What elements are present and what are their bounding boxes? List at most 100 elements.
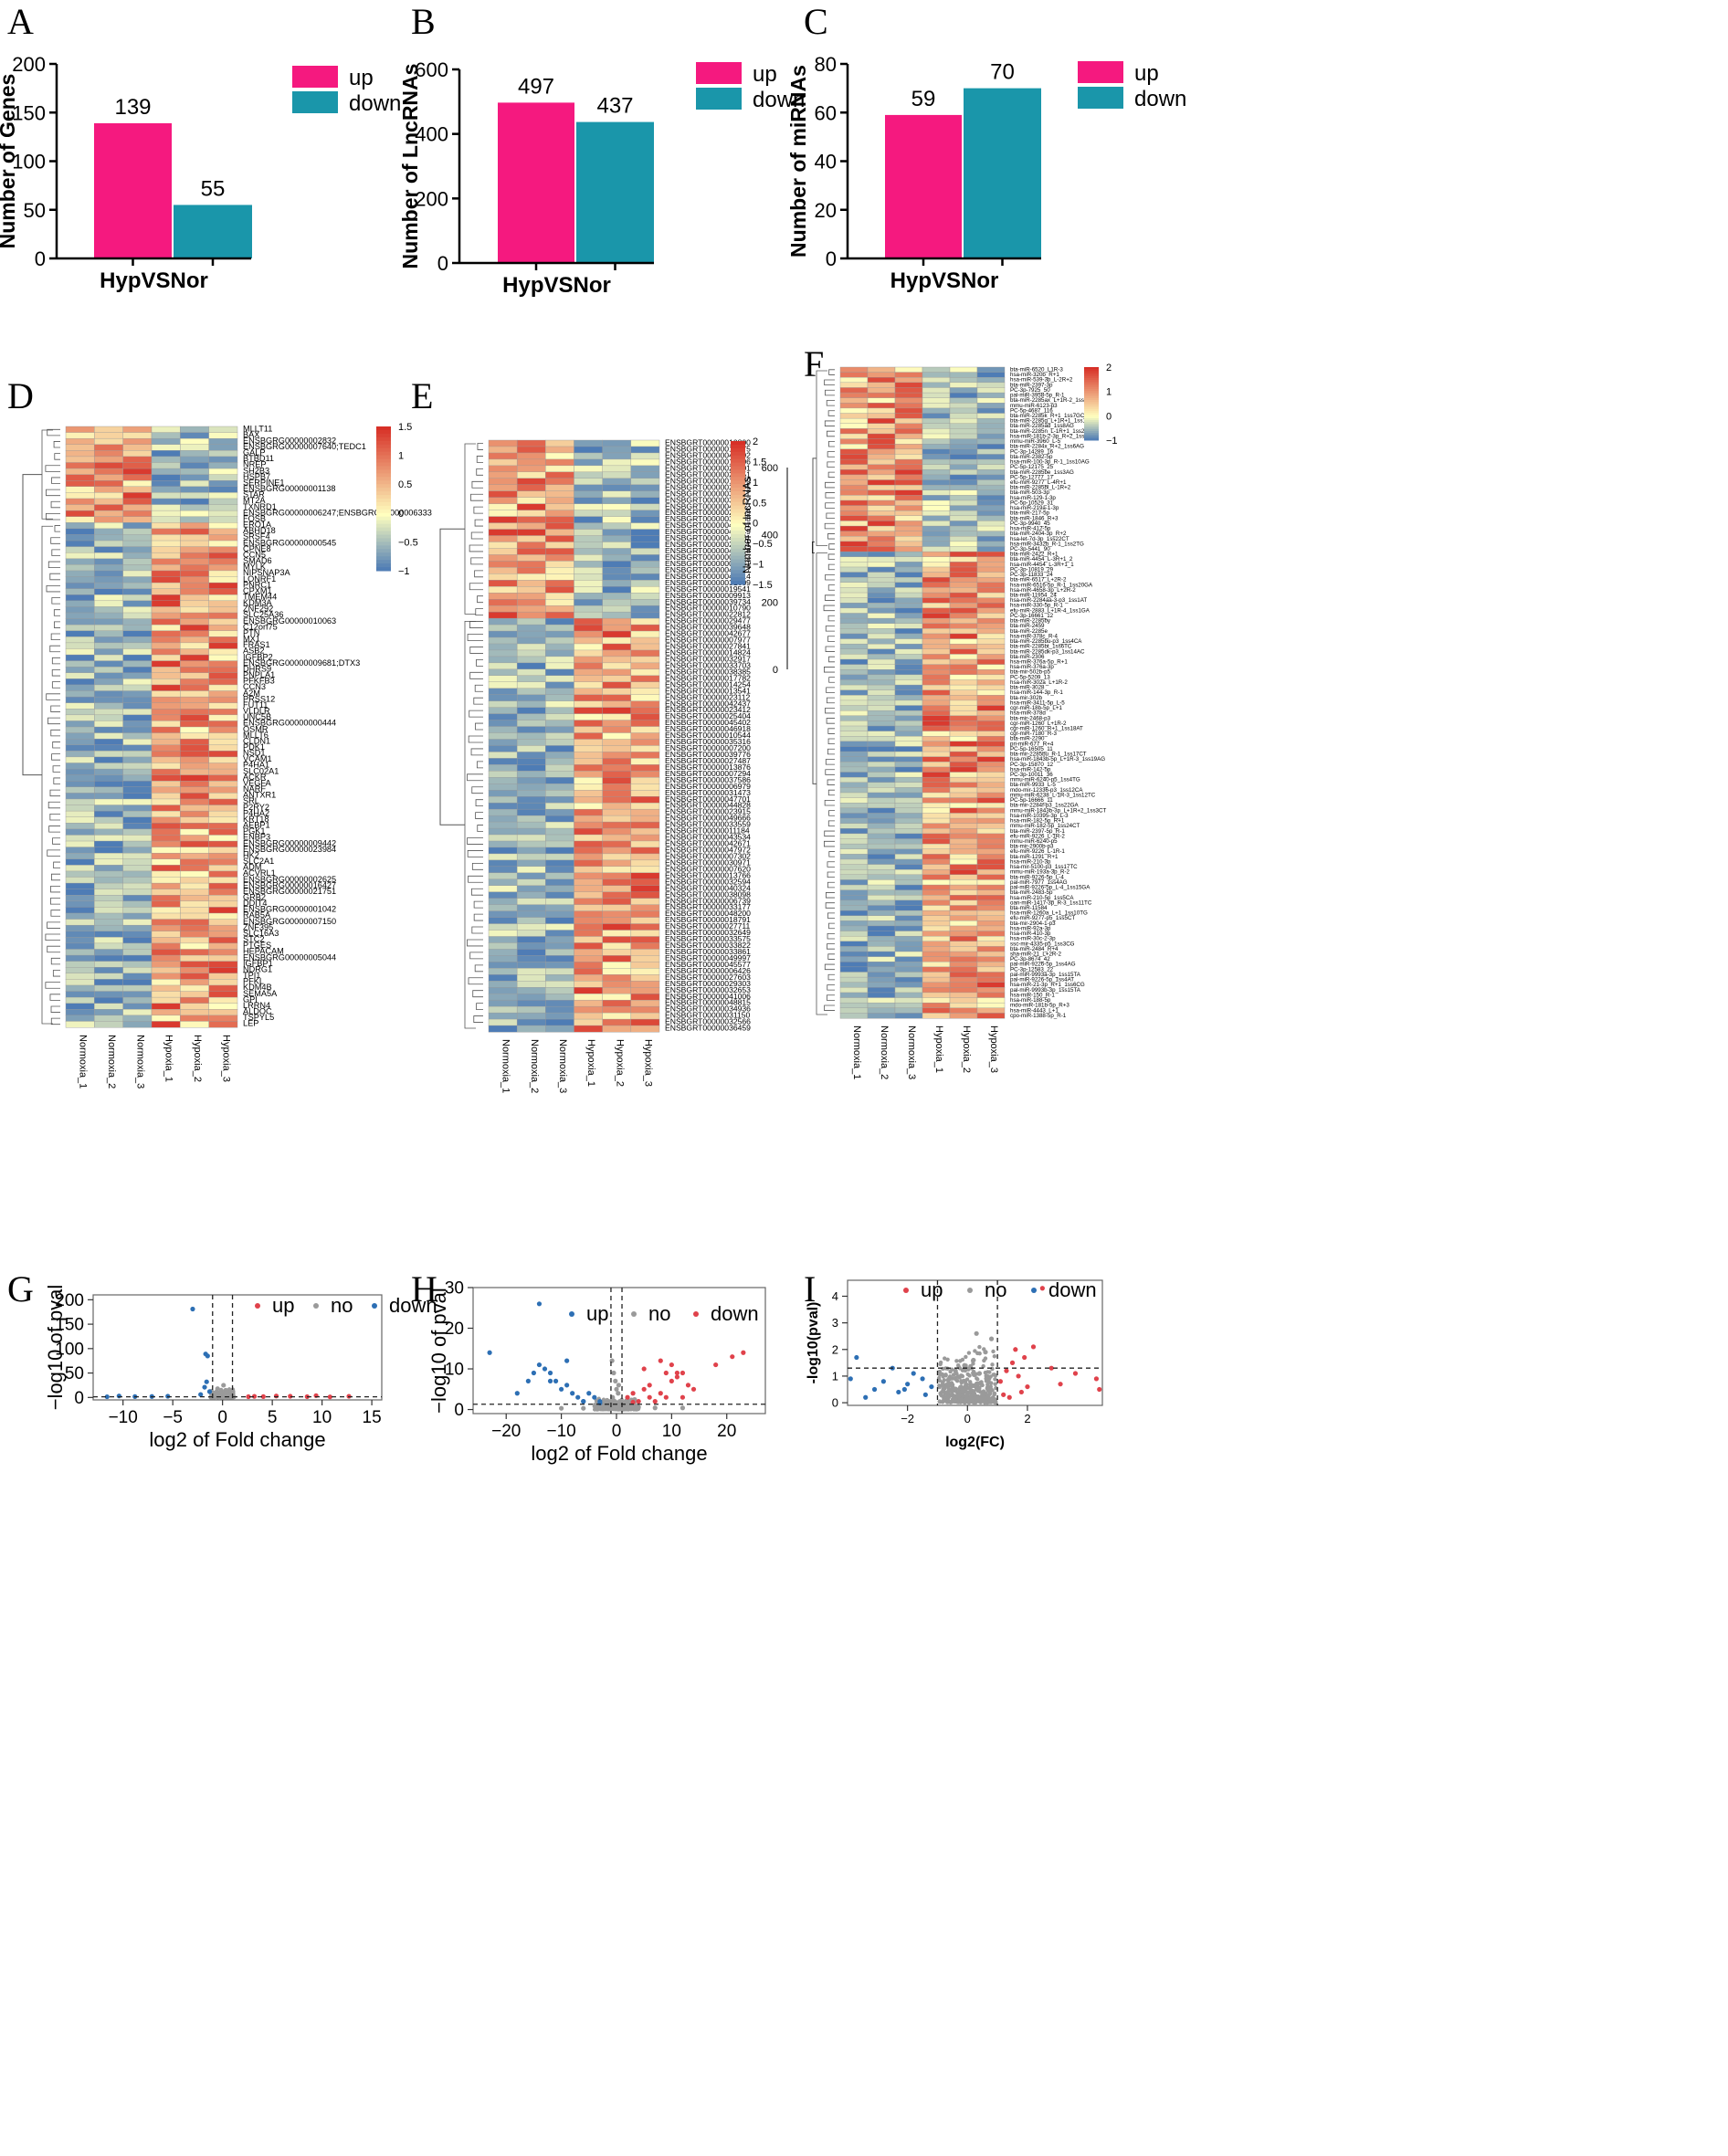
bar-value-label: 437 [596,94,633,119]
scatter-point-no [959,1379,964,1384]
scatter-point-no [993,1377,997,1382]
scatter-point-no [949,1387,954,1392]
scatter-point-no [963,1368,968,1373]
heatmap-row-label: ENSBGRG00000002625 [243,875,336,884]
heatmap-row-label: KDM4B [243,983,272,992]
heatmap-row-label: ENSBGRT00000033703 [665,660,751,669]
colorbar-segment [376,563,391,568]
panel-label-e: E [411,375,434,416]
dendrogram-branch [51,549,60,556]
colorbar-segment [376,549,391,553]
dendrogram-branch [50,1017,60,1025]
scatter-point-up [1009,1360,1016,1365]
dendrogram-branch [47,921,60,929]
y-tick-label: 50 [24,199,46,222]
legend-label-up: up [349,66,374,90]
scatter-point-no [987,1400,992,1404]
scatter-point-up [997,1379,1003,1384]
panel-label-c: C [804,1,828,42]
heatmap-row-label: ANTXR1 [243,791,276,800]
heatmap-row-label: SH2B3 [243,466,269,475]
legend-label-down: down [349,91,401,116]
scatter-point-no [992,1354,997,1359]
dendrogram-branch [50,957,60,965]
heatmap-row-label: NIPSNAP3A [243,568,290,577]
heatmap-row-label: ENSBGRT00000031151 [665,489,751,498]
scatter-point-no [985,1370,990,1374]
scatter-point-no [975,1387,981,1392]
dendrogram-branch [54,453,60,460]
heatmap-row-label: RAB5A [243,910,271,920]
colorbar-segment [376,495,391,500]
colorbar-segment [376,516,391,521]
y-tick-label: 4 [832,1289,838,1303]
dendrogram-branch [49,994,60,1001]
dendrogram-branch [50,705,60,712]
colorbar-segment [376,488,391,492]
dendrogram-branch [45,982,60,989]
scatter-point-no [943,1356,947,1361]
y-tick-label: 0 [832,1396,838,1410]
dendrogram-branch [47,945,60,953]
y-tick-label: 20 [815,199,837,222]
panel-label-g: G [7,1268,34,1309]
panel-label-i: I [804,1268,817,1309]
colorbar-segment [376,455,391,460]
dendrogram-branch [52,741,60,749]
colorbar-segment [376,512,391,518]
colorbar-segment [376,556,391,561]
heatmap-row-label: MT2A [243,496,266,505]
heatmap-row-label: OSMR [243,724,269,733]
scatter-point-no [940,1400,945,1404]
scatter-point-no [953,1368,958,1373]
heatmap-row-label: NDRG1 [243,964,272,973]
colorbar-segment [376,477,391,481]
scatter-point-up [1030,1344,1037,1350]
colorbar-segment [376,527,391,532]
heatmap-row-label: MLLT11 [243,424,272,433]
heatmap-column-label: Hypoxia_3 [220,1035,231,1082]
colorbar-segment [376,534,391,539]
colorbar-segment [376,552,391,557]
scatter-point-no [956,1390,961,1394]
heatmap-row-label: ENSBGRT00000008523 [665,552,751,562]
dendrogram-branch [48,826,60,833]
heatmap-row-label: DDIT4 [243,899,268,908]
heatmap-row-label: PGK1 [243,826,266,836]
heatmap-row-label: ASB2 [243,647,265,656]
legend-label-up: up [1134,61,1159,86]
colorbar-segment [376,444,391,449]
heatmap-row-label: ENSBGRT00000043514 [665,572,751,581]
heatmap-column-label: Hypoxia_2 [192,1035,203,1082]
heatmap-row-label: ENSBGRT00000038217 [665,495,751,504]
heatmap-row-label: ENSBGRG00000010063 [243,616,336,626]
dendrogram-branch [51,597,60,605]
y-tick-label: 100 [12,151,46,174]
scatter-point-no [993,1382,997,1386]
scatter-point-no [954,1386,958,1391]
heatmap-row-label: SMAD6 [243,556,272,565]
heatmap-row-label: LONRF1 [243,574,276,584]
scatter-point-no [967,1373,972,1378]
heatmap-row-label: P4HA1 [243,761,269,770]
heatmap-row-label: ENSBGRT00000022812 [665,610,751,619]
heatmap-row-label: ENSBGRG00000007640;TEDC1 [243,442,366,451]
bar-value-label: 55 [201,176,226,201]
dendrogram-branch [51,477,60,484]
heatmap-row-label: PDK1 [243,742,265,752]
legend-label-no: no [985,1278,1006,1301]
scatter-point-up [1072,1371,1079,1376]
scatter-point-no [986,1389,992,1394]
scatter-point-no [960,1357,965,1362]
heatmap-row-label: ENSBGRT00000019999 [665,476,751,485]
scatter-point-no [941,1374,945,1379]
scatter-point-no [991,1349,996,1354]
legend-swatch-up [1078,61,1123,83]
scatter-point-no [972,1372,977,1378]
dendrogram-branch [50,633,60,640]
scatter-point-no [938,1362,943,1367]
